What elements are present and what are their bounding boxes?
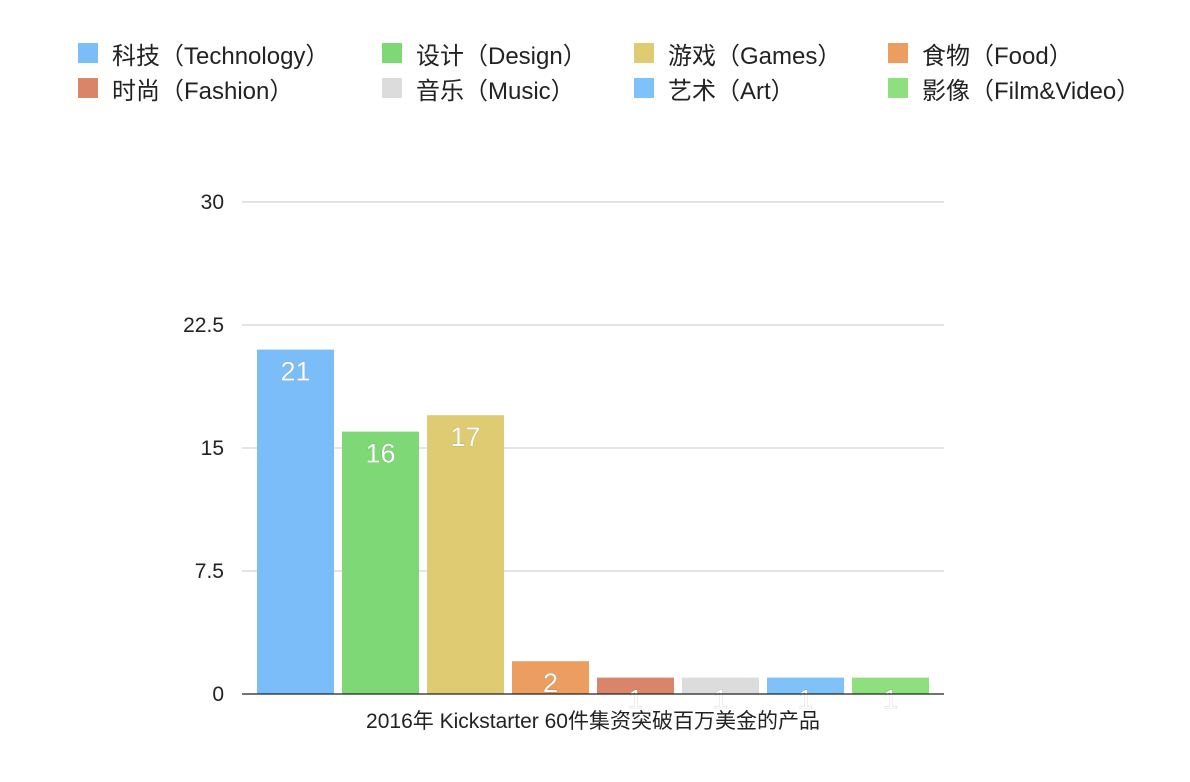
bar xyxy=(512,661,589,694)
y-tick-label: 0 xyxy=(212,683,224,706)
y-tick-label: 15 xyxy=(201,437,224,460)
legend-item: 时尚（Fashion） xyxy=(78,73,294,105)
legend-item: 音乐（Music） xyxy=(382,73,575,105)
y-tick-label: 22.5 xyxy=(183,314,224,337)
legend-item: 影像（Film&Video） xyxy=(888,73,1141,105)
bar xyxy=(257,349,334,694)
bar xyxy=(597,677,674,694)
legend-item: 游戏（Games） xyxy=(634,38,842,70)
legend-item: 科技（Technology） xyxy=(78,38,330,70)
x-axis-label: 2016年 Kickstarter 60件集资突破百万美金的产品 xyxy=(366,710,820,733)
bar-value-label: 17 xyxy=(450,422,480,452)
bar xyxy=(852,677,929,694)
legend-label: 游戏（Games） xyxy=(668,42,842,70)
legend-item: 艺术（Art） xyxy=(634,73,795,105)
legend-swatch xyxy=(78,43,98,63)
y-tick-label: 30 xyxy=(201,191,224,214)
bar-value-label: 2 xyxy=(543,668,558,698)
bar xyxy=(682,677,759,694)
legend-label: 设计（Design） xyxy=(416,42,587,70)
legend-swatch xyxy=(888,43,908,63)
legend-swatch xyxy=(382,43,402,63)
legend-swatch xyxy=(382,78,402,98)
legend-label: 影像（Film&Video） xyxy=(922,77,1141,105)
bars xyxy=(257,349,929,694)
legend-label: 艺术（Art） xyxy=(668,77,795,105)
legend-item: 设计（Design） xyxy=(382,38,587,70)
y-axis-ticks: 0 7.5 15 22.5 30 xyxy=(183,191,224,706)
bar-value-label: 1 xyxy=(628,685,643,715)
bar-value-label: 1 xyxy=(798,685,813,715)
legend-label: 音乐（Music） xyxy=(416,77,575,105)
legend-swatch xyxy=(78,78,98,98)
legend-item: 食物（Food） xyxy=(888,38,1073,70)
bar-value-label: 1 xyxy=(713,685,728,715)
legend-label: 科技（Technology） xyxy=(112,42,330,70)
legend-swatch xyxy=(888,78,908,98)
bar xyxy=(767,677,844,694)
legend-label: 时尚（Fashion） xyxy=(112,77,294,105)
bar xyxy=(427,415,504,694)
bar xyxy=(342,431,419,694)
bar-value-label: 1 xyxy=(883,685,898,715)
legend-swatch xyxy=(634,43,654,63)
bar-value-label: 16 xyxy=(365,439,395,469)
y-tick-label: 7.5 xyxy=(195,560,224,583)
legend-swatch xyxy=(634,78,654,98)
legend-label: 食物（Food） xyxy=(922,42,1073,70)
bar-value-label: 21 xyxy=(280,357,310,387)
